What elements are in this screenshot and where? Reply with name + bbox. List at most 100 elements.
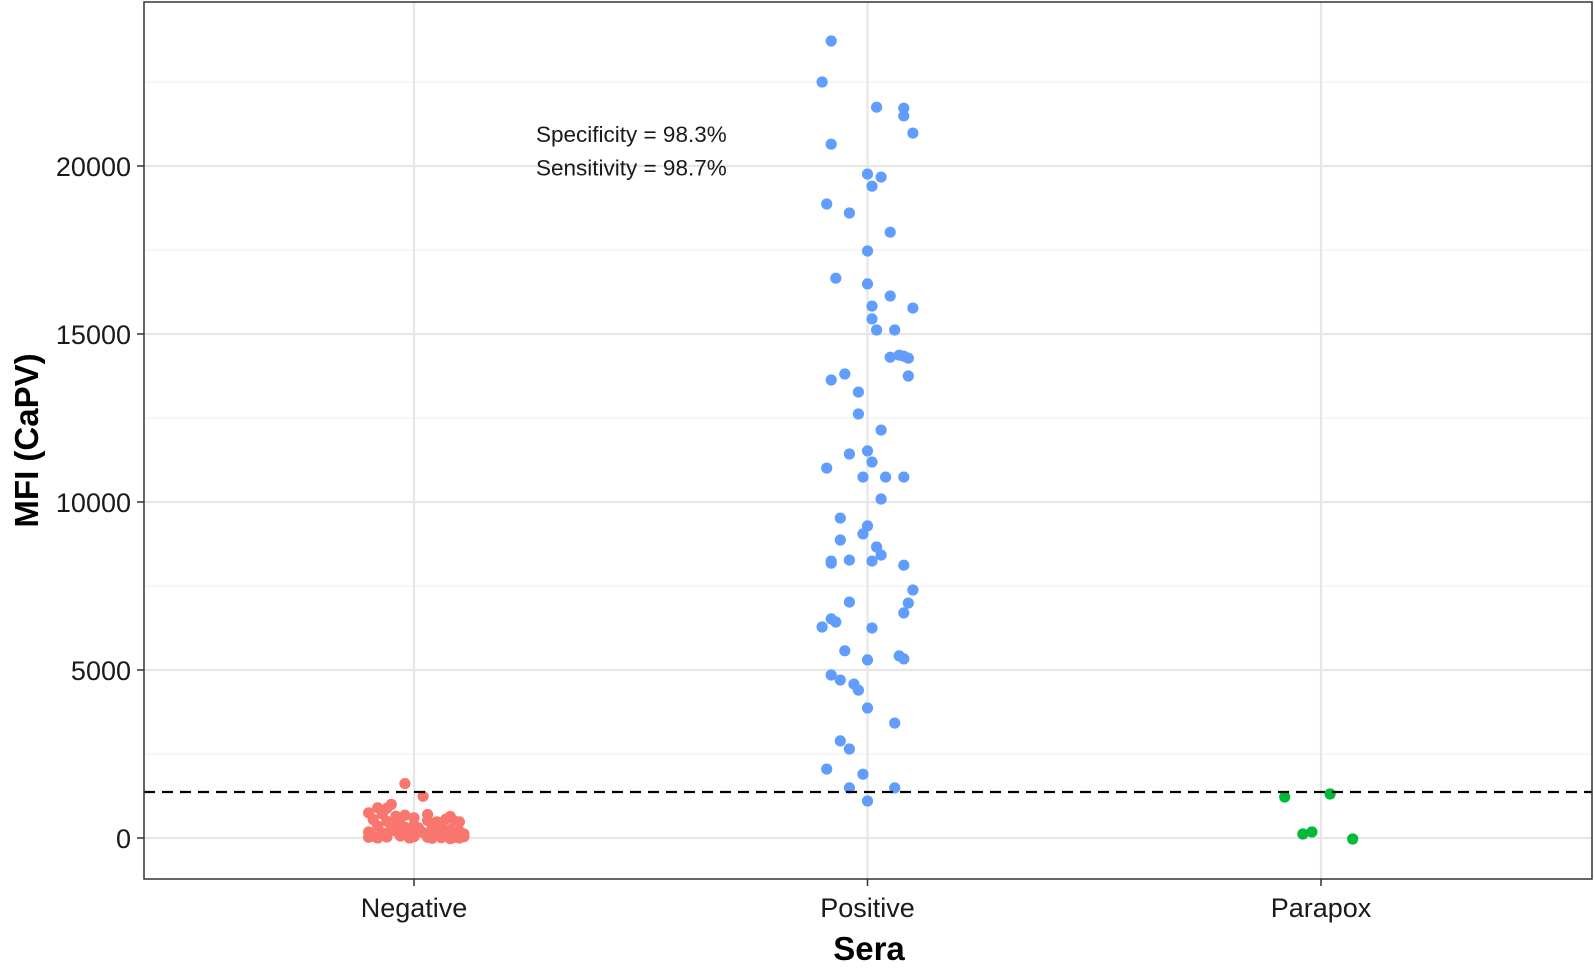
sensitivity-annotation: Sensitivity = 98.7%: [536, 156, 727, 181]
data-point: [907, 127, 919, 139]
data-point: [875, 424, 887, 436]
data-point: [426, 832, 438, 844]
data-point: [816, 76, 828, 88]
y-tick-label: 0: [116, 824, 131, 854]
data-point: [453, 816, 465, 828]
data-point: [866, 622, 878, 634]
data-point: [843, 554, 856, 566]
data-point: [866, 313, 878, 325]
y-tick-label: 20000: [56, 152, 131, 182]
data-point: [902, 352, 914, 364]
y-tick-label: 15000: [56, 320, 131, 350]
data-point: [884, 290, 896, 302]
data-point: [861, 445, 874, 457]
data-point: [417, 790, 429, 802]
data-point: [866, 180, 878, 192]
data-point: [875, 493, 887, 505]
data-point: [834, 674, 846, 686]
specificity-annotation: Specificity = 98.3%: [536, 122, 727, 147]
data-point: [852, 684, 865, 696]
data-point: [866, 555, 878, 567]
data-point: [871, 324, 883, 336]
data-point: [1297, 828, 1309, 840]
data-point: [363, 831, 375, 843]
data-point: [861, 795, 874, 807]
data-point: [412, 824, 425, 836]
data-point: [843, 782, 856, 794]
data-point: [875, 549, 887, 561]
data-point: [453, 832, 465, 844]
data-point: [884, 351, 896, 363]
data-point: [866, 300, 878, 312]
series-negative: [363, 778, 470, 845]
y-axis: 0 5000 10000 15000 20000: [56, 152, 144, 854]
data-point: [830, 616, 842, 628]
data-point: [381, 802, 393, 815]
data-point: [394, 830, 406, 842]
data-point: [898, 471, 910, 483]
data-point: [834, 534, 846, 546]
data-point: [866, 456, 878, 468]
data-point: [825, 557, 837, 569]
data-point: [825, 374, 837, 386]
data-point: [857, 528, 869, 540]
data-point: [861, 245, 874, 257]
data-points: [363, 35, 1359, 845]
data-point: [399, 809, 411, 821]
data-point: [435, 819, 447, 831]
data-point: [372, 832, 384, 844]
data-point: [821, 198, 833, 210]
data-point: [861, 278, 874, 290]
data-point: [861, 168, 874, 180]
data-point: [830, 272, 842, 284]
data-point: [422, 808, 434, 821]
data-point: [839, 645, 851, 657]
data-point: [889, 782, 901, 794]
data-point: [821, 462, 833, 474]
y-tick-label: 5000: [71, 656, 131, 686]
data-point: [898, 110, 910, 122]
data-point: [834, 735, 846, 747]
data-point: [1279, 791, 1291, 803]
data-point: [898, 607, 910, 619]
data-point: [902, 597, 914, 609]
x-axis: Negative Positive Parapox: [361, 879, 1372, 923]
data-point: [1347, 833, 1359, 845]
data-point: [871, 101, 883, 113]
data-point: [403, 832, 416, 844]
data-point: [444, 810, 456, 823]
data-point: [821, 763, 833, 775]
data-point: [889, 717, 901, 729]
data-point: [843, 448, 856, 460]
data-point: [390, 818, 402, 830]
data-point: [1306, 826, 1318, 838]
data-point: [839, 368, 851, 380]
data-point: [843, 743, 856, 755]
data-point: [889, 324, 901, 336]
data-point: [857, 768, 869, 780]
data-point: [843, 596, 856, 608]
x-tick-label-negative: Negative: [361, 893, 468, 923]
y-tick-label: 10000: [56, 488, 131, 518]
data-point: [843, 207, 856, 219]
series-parapox: [1279, 788, 1359, 845]
data-point: [399, 778, 411, 790]
data-point: [902, 370, 914, 382]
y-axis-title: MFI (CaPV): [8, 353, 45, 527]
data-point: [880, 471, 892, 483]
data-point: [834, 512, 846, 524]
data-point: [444, 833, 456, 845]
data-point: [825, 669, 837, 681]
data-point: [381, 831, 393, 843]
data-point: [884, 226, 896, 238]
data-point: [861, 654, 874, 666]
data-point: [861, 702, 874, 714]
series-positive: [816, 35, 919, 807]
data-point: [907, 302, 919, 314]
data-point: [825, 35, 837, 47]
data-point: [907, 584, 919, 596]
data-point: [898, 653, 910, 665]
data-point: [852, 386, 865, 398]
x-tick-label-positive: Positive: [820, 893, 915, 923]
